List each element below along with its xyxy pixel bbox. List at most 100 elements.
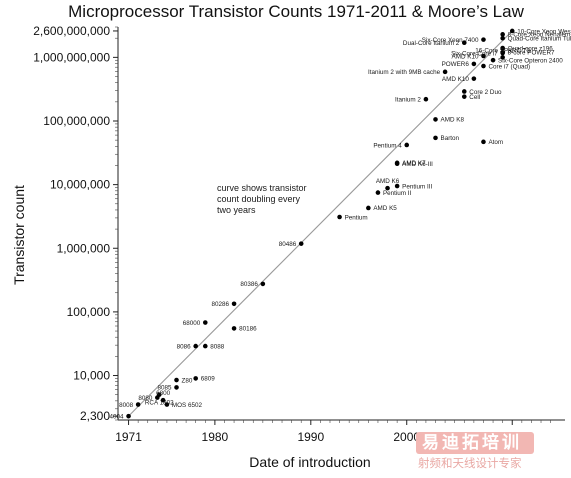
- y-tick-label: 1,000,000: [57, 241, 111, 255]
- data-point: [500, 45, 505, 51]
- data-point: [490, 57, 496, 63]
- data-point-label: AMD K10: [452, 53, 479, 60]
- data-point-label: Pentium III: [402, 183, 432, 190]
- data-point-label: Pentium: [345, 214, 368, 221]
- data-point-label: Six-Core Core i7: [451, 50, 498, 57]
- data-point: [481, 63, 486, 69]
- data-point: [231, 326, 237, 331]
- data-point: [385, 185, 390, 191]
- data-point-label: AMD K6-III: [402, 161, 433, 168]
- data-point: [471, 61, 477, 67]
- data-point: [174, 377, 179, 383]
- y-tick-label: 100,000,000: [43, 114, 110, 128]
- data-point-label: Itanium 2: [395, 97, 421, 104]
- x-tick-label: 1990: [297, 430, 324, 444]
- data-point-label: Six-Core Xeon 7400: [422, 37, 479, 44]
- data-point-label: AMD K10: [442, 76, 469, 83]
- data-point-label: Quad-core z196: [508, 45, 554, 52]
- data-point-label: Dual-Core Itanium 2: [403, 40, 460, 47]
- data-point-label: 6809: [201, 376, 216, 383]
- data-point-label: 8085: [157, 385, 172, 392]
- data-point-label: AMD K5: [373, 205, 397, 212]
- data-point-label: AMD K6: [376, 178, 400, 185]
- y-tick-label: 10,000: [73, 369, 110, 383]
- data-point: [461, 40, 467, 45]
- annotation-note: curve shows transistor count doubling ev…: [217, 183, 307, 215]
- data-point: [164, 402, 170, 407]
- data-point-label: 8-Core Xeon Nehalem-EX: [508, 32, 571, 39]
- annotation-line-3: two years: [217, 205, 256, 215]
- x-axis-label: Date of introduction: [249, 454, 370, 470]
- data-point: [481, 139, 486, 145]
- x-tick-label: 2000: [393, 430, 420, 444]
- data-point-label: Cell: [469, 94, 480, 101]
- data-point: [126, 413, 131, 419]
- data-point-label: Six-Core Opteron 2400: [498, 57, 563, 64]
- data-point: [375, 190, 381, 195]
- data-point-label: 80186: [239, 326, 257, 333]
- y-tick-label: 10,000,000: [50, 178, 110, 192]
- data-point-label: POWER6: [442, 61, 470, 68]
- data-point: [174, 385, 179, 390]
- data-point: [135, 402, 141, 407]
- data-point-label: AMD K7: [402, 160, 426, 167]
- annotation-line-2: count doubling every: [217, 194, 301, 204]
- data-point: [404, 142, 410, 148]
- data-point: [500, 55, 505, 60]
- data-point: [260, 281, 266, 287]
- watermark-banner: 易迪拓培训: [416, 432, 534, 454]
- data-point: [500, 50, 505, 56]
- data-point-label: AMD K8: [441, 117, 465, 124]
- data-point: [202, 343, 208, 349]
- data-point-label: 4004: [110, 413, 125, 420]
- data-point-label: Z80: [182, 377, 193, 384]
- data-point-label: 10-Core Xeon Westmere-EX: [517, 28, 571, 35]
- data-point: [433, 135, 438, 141]
- data-point: [481, 37, 486, 42]
- data-point: [481, 53, 486, 59]
- data-point-label: 16-Core SPARC T3: [475, 47, 530, 54]
- data-point: [509, 28, 515, 34]
- data-point-label: 8008: [119, 402, 134, 409]
- data-point: [423, 96, 429, 102]
- data-point-label: 80486: [279, 241, 297, 248]
- data-point-label: Pentium II: [383, 190, 412, 197]
- data-point-label: 8088: [210, 343, 225, 350]
- data-point-label: 8-core POWER7: [508, 50, 555, 57]
- trend-line-group: [128, 30, 513, 417]
- chart-title: Microprocessor Transistor Counts 1971-20…: [68, 2, 524, 21]
- y-axis-label: Transistor count: [11, 185, 27, 285]
- x-tick-label: 1971: [115, 430, 142, 444]
- watermark: 易迪拓培训 射频和天线设计专家: [416, 432, 564, 472]
- data-point-label: 68000: [183, 320, 201, 327]
- data-point: [394, 160, 400, 166]
- data-point-label: 8086: [177, 343, 192, 350]
- y-tick-label: 100,000: [67, 305, 111, 319]
- data-point-label: Quad-Core Itanium Tukwila: [508, 36, 571, 43]
- data-point-label: Core i7 (Quad): [488, 63, 530, 70]
- x-tick-label: 1980: [202, 430, 229, 444]
- data-point-label: RCA 1802: [145, 400, 174, 407]
- data-point: [366, 205, 371, 211]
- data-point-label: Pentium 4: [373, 142, 402, 149]
- data-point: [433, 117, 438, 122]
- y-tick-label: 2,600,000,000: [33, 24, 110, 38]
- data-point: [471, 76, 477, 81]
- data-point: [156, 392, 162, 397]
- data-point: [461, 94, 467, 99]
- moores-law-trend-line: [128, 30, 513, 417]
- data-point: [193, 343, 198, 349]
- data-point: [500, 35, 505, 41]
- data-point-label: 80286: [212, 301, 230, 308]
- data-point: [193, 376, 198, 381]
- data-point-label: Atom: [488, 139, 503, 146]
- data-point: [231, 301, 237, 307]
- data-point: [500, 32, 505, 37]
- watermark-subtitle: 射频和天线设计专家: [418, 456, 522, 470]
- data-point-label: 8080: [138, 395, 153, 402]
- annotation-line-1: curve shows transistor: [217, 183, 307, 193]
- y-tick-label: 2,300: [80, 409, 110, 423]
- data-point-label: Itanium 2 with 9MB cache: [368, 69, 441, 76]
